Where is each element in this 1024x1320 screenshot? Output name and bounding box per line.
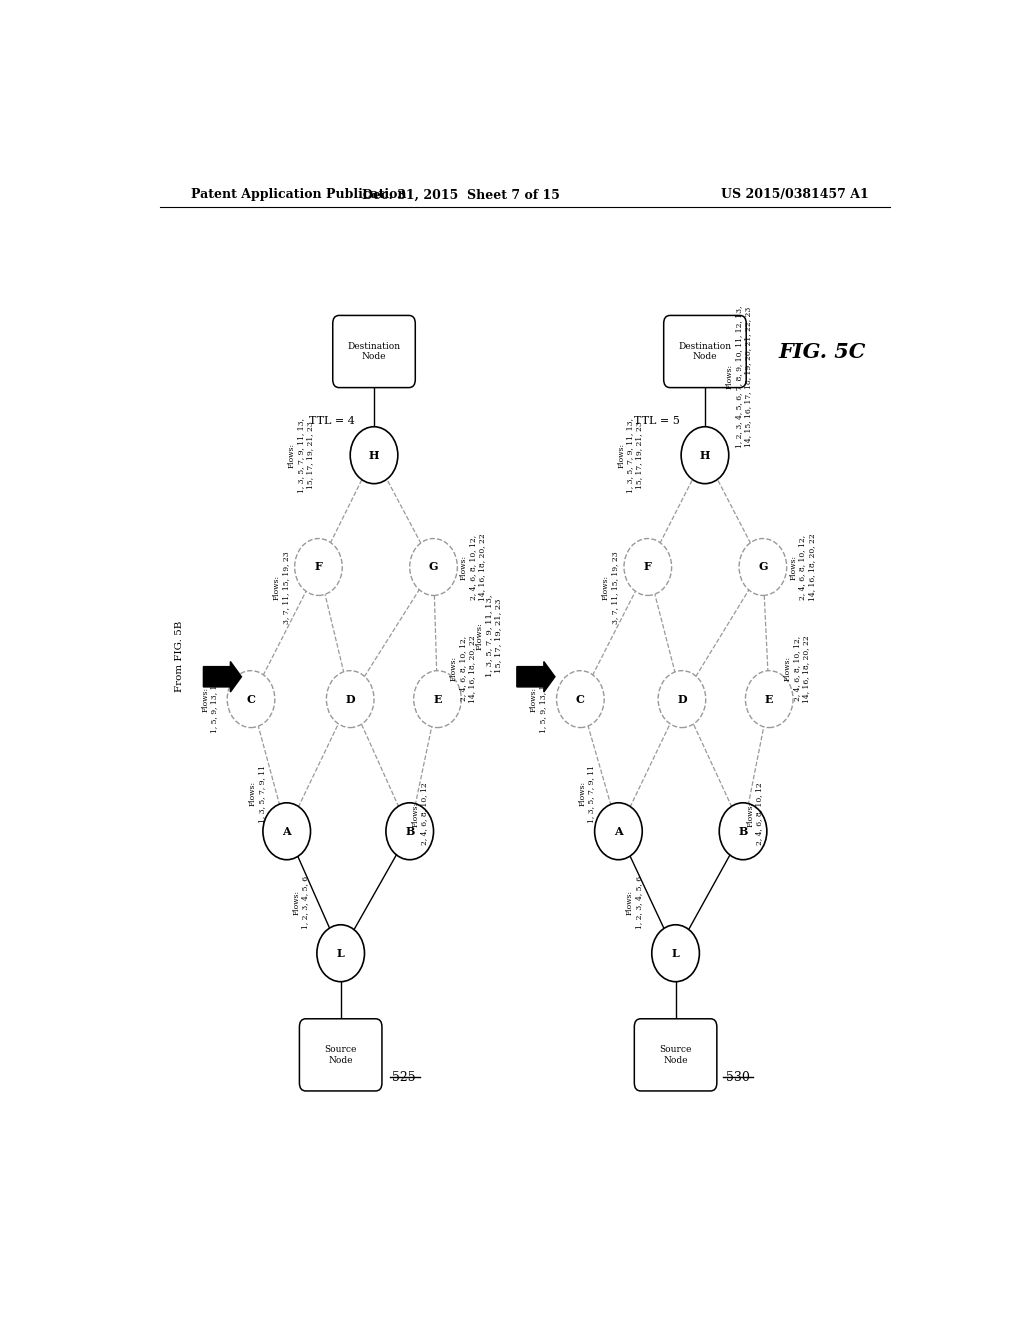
Text: Flows:
1, 3, 5, 7, 9, 11: Flows: 1, 3, 5, 7, 9, 11 [579,764,595,822]
Text: L: L [337,948,344,958]
Text: F: F [314,561,323,573]
Text: F: F [644,561,651,573]
Text: Flows:
1, 3, 5, 7, 9, 11, 13,
15, 17, 19, 21, 23: Flows: 1, 3, 5, 7, 9, 11, 13, 15, 17, 19… [617,417,643,492]
Text: B: B [738,826,748,837]
Text: TTL = 5: TTL = 5 [634,416,680,425]
Ellipse shape [414,671,461,727]
Text: Flows:
1, 3, 5, 7, 9, 11: Flows: 1, 3, 5, 7, 9, 11 [249,764,266,822]
Text: G: G [429,561,438,573]
Text: B: B [406,826,415,837]
FancyArrow shape [517,661,555,692]
Text: Flows:
1, 2, 3, 4, 5, 6: Flows: 1, 2, 3, 4, 5, 6 [626,876,643,929]
Text: Source
Node: Source Node [325,1045,357,1064]
FancyBboxPatch shape [664,315,746,388]
Text: Flows:
1, 2, 3, 4, 5, 6: Flows: 1, 2, 3, 4, 5, 6 [293,876,309,929]
Text: Flows:
2, 4, 6, 8, 10, 12,
14, 16, 18, 20, 22: Flows: 2, 4, 6, 8, 10, 12, 14, 16, 18, 2… [450,635,476,702]
Ellipse shape [316,925,365,982]
Text: Flows:
2, 4, 6, 8, 10, 12: Flows: 2, 4, 6, 8, 10, 12 [412,783,429,845]
FancyArrow shape [204,661,242,692]
Text: Flows:
1, 3, 5, 7, 9, 11, 13,
15, 17, 19, 21, 23: Flows: 1, 3, 5, 7, 9, 11, 13, 15, 17, 19… [288,417,314,492]
Text: D: D [345,693,355,705]
Ellipse shape [386,803,433,859]
Text: C: C [575,693,585,705]
Text: Flows:
1, 5, 9, 13, 17, 21: Flows: 1, 5, 9, 13, 17, 21 [529,665,547,733]
Text: Flows:
3, 7, 11, 15, 19, 23: Flows: 3, 7, 11, 15, 19, 23 [272,550,290,623]
Ellipse shape [295,539,342,595]
Ellipse shape [739,539,786,595]
Text: Flows:
2, 4, 6, 8, 10, 12: Flows: 2, 4, 6, 8, 10, 12 [746,783,764,845]
Ellipse shape [624,539,672,595]
Ellipse shape [410,539,458,595]
Text: Flows:
1, 5, 9, 13, 17, 21: Flows: 1, 5, 9, 13, 17, 21 [201,665,218,733]
Text: US 2015/0381457 A1: US 2015/0381457 A1 [721,189,868,202]
Text: Flows:
2, 4, 6, 8, 10, 12,
14, 16, 18, 20, 22: Flows: 2, 4, 6, 8, 10, 12, 14, 16, 18, 2… [783,635,810,702]
Text: Dec. 31, 2015  Sheet 7 of 15: Dec. 31, 2015 Sheet 7 of 15 [362,189,560,202]
Text: A: A [283,826,291,837]
Ellipse shape [681,426,729,483]
Ellipse shape [745,671,793,727]
Text: H: H [699,450,710,461]
FancyBboxPatch shape [299,1019,382,1090]
Text: E: E [433,693,441,705]
Ellipse shape [595,803,642,859]
Text: Flows:
2, 4, 6, 8, 10, 12,
14, 16, 18, 20, 22: Flows: 2, 4, 6, 8, 10, 12, 14, 16, 18, 2… [790,533,816,601]
Ellipse shape [557,671,604,727]
Text: E: E [765,693,773,705]
FancyBboxPatch shape [333,315,416,388]
Ellipse shape [327,671,374,727]
Text: Destination
Node: Destination Node [347,342,400,362]
Text: L: L [672,948,680,958]
Ellipse shape [263,803,310,859]
Text: D: D [677,693,687,705]
Text: A: A [614,826,623,837]
Text: G: G [758,561,768,573]
Text: H: H [369,450,379,461]
Text: Patent Application Publication: Patent Application Publication [191,189,407,202]
Text: 530: 530 [726,1071,750,1084]
Ellipse shape [350,426,397,483]
Text: 525: 525 [392,1071,416,1084]
Text: Flows:
1, 3, 5, 7, 9, 11, 13,
15, 17, 19, 21, 23: Flows: 1, 3, 5, 7, 9, 11, 13, 15, 17, 19… [476,595,503,677]
Text: Source
Node: Source Node [659,1045,692,1064]
Ellipse shape [651,925,699,982]
Text: TTL = 4: TTL = 4 [309,416,354,425]
Ellipse shape [227,671,274,727]
Text: Flows:
1, 2, 3, 4, 5, 6, 7, 8, 9, 10, 11, 12, 13,
14, 15, 16, 17, 18, 19, 20, 21: Flows: 1, 2, 3, 4, 5, 6, 7, 8, 9, 10, 11… [726,306,753,449]
Text: Flows:
3, 7, 11, 15, 19, 23: Flows: 3, 7, 11, 15, 19, 23 [602,550,620,623]
Text: Destination
Node: Destination Node [678,342,731,362]
Ellipse shape [658,671,706,727]
Text: Flows:
2, 4, 6, 8, 10, 12,
14, 16, 18, 20, 22: Flows: 2, 4, 6, 8, 10, 12, 14, 16, 18, 2… [460,533,486,601]
Text: C: C [247,693,255,705]
Ellipse shape [719,803,767,859]
Text: From FIG. 5B: From FIG. 5B [175,620,184,692]
Text: FIG. 5C: FIG. 5C [778,342,866,362]
FancyBboxPatch shape [634,1019,717,1090]
